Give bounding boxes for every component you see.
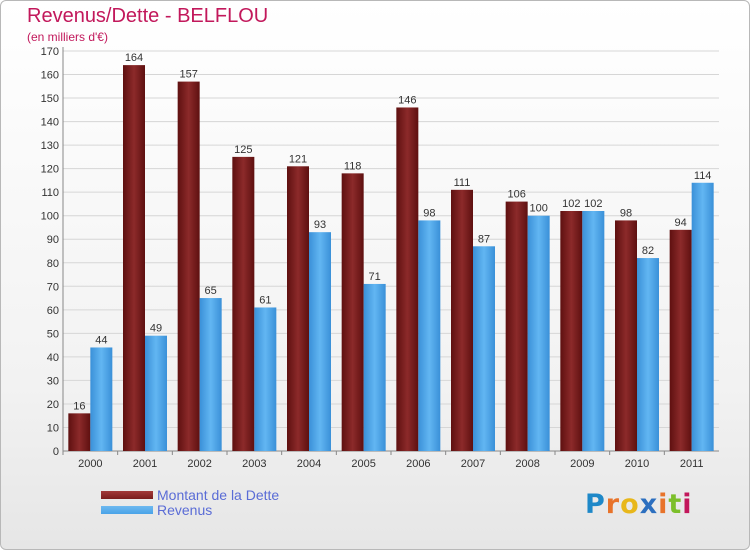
value-label-revenus: 71 xyxy=(369,271,381,283)
value-label-dette: 16 xyxy=(73,400,85,412)
bar-dette xyxy=(341,173,364,451)
bar-dette xyxy=(287,166,309,451)
value-label-revenus: 98 xyxy=(423,207,435,219)
bar-revenus xyxy=(254,307,277,451)
value-label-revenus: 65 xyxy=(205,285,217,297)
y-tick-label: 10 xyxy=(47,422,59,434)
value-label-dette: 94 xyxy=(675,217,687,229)
y-tick-label: 70 xyxy=(47,281,59,293)
legend-label-revenus: Revenus xyxy=(157,502,213,518)
logo-letter: i xyxy=(658,489,669,520)
logo-letter: P xyxy=(585,489,606,520)
y-tick-label: 40 xyxy=(47,352,59,364)
logo-letter: o xyxy=(620,489,640,520)
legend-label-dette: Montant de la Dette xyxy=(157,487,280,503)
y-tick-label: 140 xyxy=(41,117,59,129)
legend-swatch-revenus xyxy=(101,506,153,514)
x-tick-label: 2010 xyxy=(625,458,649,470)
bar-revenus xyxy=(309,232,331,451)
x-tick-label: 2003 xyxy=(242,458,266,470)
value-label-revenus: 102 xyxy=(584,198,602,210)
bar-revenus xyxy=(473,246,495,451)
x-tick-label: 2002 xyxy=(187,458,211,470)
bar-dette xyxy=(669,229,692,451)
value-label-revenus: 114 xyxy=(694,170,712,182)
value-label-revenus: 44 xyxy=(95,334,107,346)
bar-dette xyxy=(177,81,200,452)
y-tick-label: 0 xyxy=(53,446,59,458)
bar-revenus xyxy=(199,298,222,451)
y-tick-label: 110 xyxy=(41,187,59,199)
value-label-dette: 157 xyxy=(179,69,197,81)
y-tick-label: 130 xyxy=(41,140,59,152)
y-tick-label: 160 xyxy=(41,70,59,82)
y-tick-label: 100 xyxy=(41,211,59,223)
y-tick-label: 120 xyxy=(41,164,59,176)
value-label-dette: 164 xyxy=(125,52,143,64)
bar-dette xyxy=(615,220,637,451)
value-label-dette: 118 xyxy=(344,160,362,172)
bar-dette xyxy=(560,211,583,451)
value-label-revenus: 61 xyxy=(259,294,271,306)
y-tick-label: 20 xyxy=(47,399,59,411)
x-tick-label: 2007 xyxy=(461,458,485,470)
bar-revenus xyxy=(691,182,714,451)
value-label-dette: 98 xyxy=(620,207,632,219)
value-label-dette: 125 xyxy=(234,144,252,156)
bar-revenus xyxy=(527,215,550,451)
logo-letter: r xyxy=(605,489,621,520)
value-label-revenus: 49 xyxy=(150,323,162,335)
x-tick-label: 2006 xyxy=(406,458,430,470)
bar-dette xyxy=(232,156,255,451)
x-tick-label: 2008 xyxy=(515,458,539,470)
x-tick-label: 2005 xyxy=(351,458,375,470)
bar-dette xyxy=(123,65,145,451)
x-tick-label: 2011 xyxy=(680,458,704,470)
x-tick-label: 2004 xyxy=(297,458,321,470)
value-label-revenus: 82 xyxy=(642,245,654,257)
value-label-revenus: 100 xyxy=(529,203,547,215)
bar-revenus xyxy=(145,335,167,451)
logo-letter: t xyxy=(668,489,683,520)
value-label-revenus: 87 xyxy=(478,233,490,245)
value-label-dette: 121 xyxy=(289,153,307,165)
bar-dette xyxy=(451,189,473,451)
y-tick-label: 90 xyxy=(47,234,59,246)
bar-revenus xyxy=(418,220,441,451)
value-label-dette: 106 xyxy=(507,189,525,201)
bar-dette xyxy=(396,107,419,452)
logo-letter: x xyxy=(639,489,659,520)
y-tick-label: 80 xyxy=(47,258,59,270)
bar-revenus xyxy=(637,258,659,451)
bar-revenus xyxy=(582,211,605,451)
bar-dette xyxy=(68,413,91,451)
chart-subtitle: (en milliers d'€) xyxy=(27,30,108,44)
bar-revenus xyxy=(90,347,113,451)
value-label-dette: 111 xyxy=(454,177,471,189)
logo-letter: i xyxy=(682,489,693,520)
value-label-dette: 146 xyxy=(398,94,416,106)
x-tick-label: 2000 xyxy=(78,458,102,470)
x-tick-label: 2009 xyxy=(570,458,594,470)
y-tick-label: 50 xyxy=(47,328,59,340)
chart-title: Revenus/Dette - BELFLOU xyxy=(27,5,269,27)
y-tick-label: 170 xyxy=(41,46,59,58)
legend-swatch-dette xyxy=(101,491,153,499)
bar-dette xyxy=(505,201,528,451)
bar-revenus xyxy=(363,283,386,451)
proxiti-logo: Proxiti xyxy=(585,489,693,520)
value-label-dette: 102 xyxy=(562,198,580,210)
x-tick-label: 2001 xyxy=(133,458,157,470)
y-tick-label: 60 xyxy=(47,305,59,317)
y-tick-label: 150 xyxy=(41,93,59,105)
value-label-revenus: 93 xyxy=(314,219,326,231)
y-tick-label: 30 xyxy=(47,375,59,387)
